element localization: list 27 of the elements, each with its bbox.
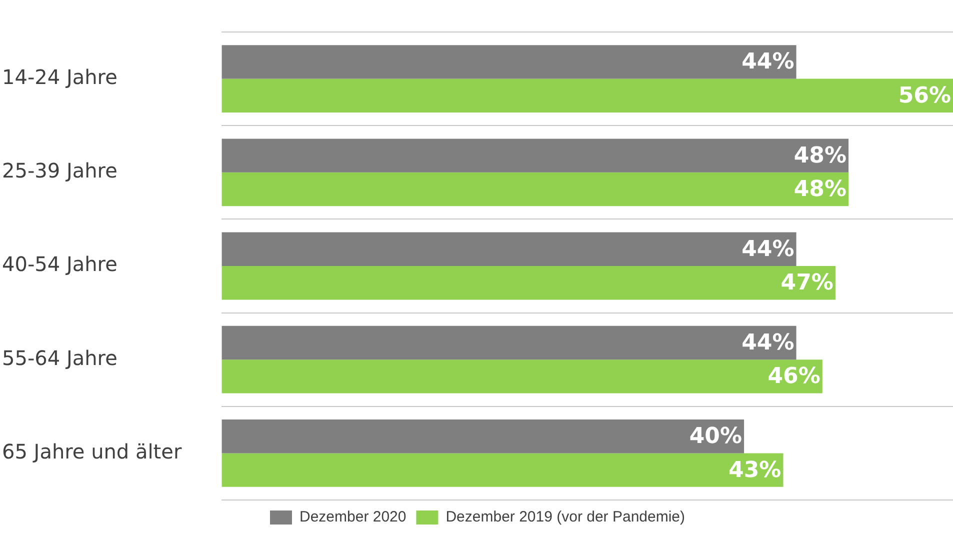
data-label: 43% xyxy=(728,458,782,483)
bar xyxy=(222,266,836,300)
y-tick-label: 55-64 Jahre xyxy=(2,346,118,370)
data-label: 47% xyxy=(780,270,834,296)
data-label: 48% xyxy=(794,143,847,168)
data-label: 44% xyxy=(742,330,794,356)
data-label: 48% xyxy=(794,176,847,202)
bar xyxy=(222,172,849,206)
bar xyxy=(222,78,953,112)
data-label: 44% xyxy=(742,50,794,75)
legend-label: Dezember 2020 xyxy=(299,508,406,526)
y-tick-label: 25-39 Jahre xyxy=(2,158,118,183)
bar xyxy=(222,232,796,266)
legend-label: Dezember 2019 (vor der Pandemie) xyxy=(446,508,686,526)
bar xyxy=(222,453,784,487)
y-tick-label: 65 Jahre und älter xyxy=(2,439,182,464)
bar xyxy=(222,326,796,360)
bar xyxy=(222,420,744,454)
data-label: 40% xyxy=(689,424,742,450)
y-tick-label: 14-24 Jahre xyxy=(2,65,118,90)
bar xyxy=(222,360,822,394)
bar xyxy=(222,138,849,172)
data-label: 46% xyxy=(768,364,820,390)
data-label: 56% xyxy=(898,83,951,108)
data-label: 44% xyxy=(742,236,794,262)
bar xyxy=(222,45,796,79)
y-tick-label: 40-54 Jahre xyxy=(2,252,118,276)
